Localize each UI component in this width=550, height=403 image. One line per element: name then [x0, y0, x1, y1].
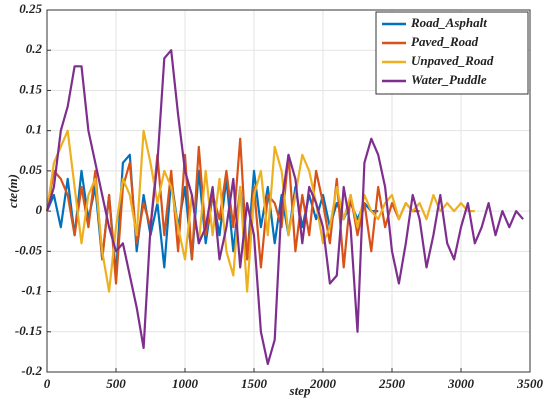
plot-border — [46, 9, 531, 373]
legend-label: Road_Asphalt — [410, 15, 487, 30]
y-tick-label: 0.2 — [26, 41, 43, 56]
y-axis-label: cte(m) — [5, 174, 20, 208]
y-tick-label: 0.25 — [19, 1, 42, 16]
y-tick-label: 0.1 — [26, 122, 42, 137]
y-tick-label: -0.05 — [15, 242, 43, 257]
legend-label: Paved_Road — [411, 34, 479, 49]
x-tick-label: 3500 — [516, 376, 544, 391]
series-line — [45, 137, 420, 285]
y-tick-label: -0.1 — [21, 283, 42, 298]
x-tick-label: 1000 — [172, 376, 199, 391]
x-tick-label: 500 — [106, 376, 126, 391]
y-tick-label: 0.15 — [19, 81, 42, 96]
series-line — [45, 129, 475, 293]
y-tick-label: 0 — [36, 202, 43, 217]
legend-label: Unpaved_Road — [411, 53, 494, 68]
y-tick-label: 0.05 — [19, 162, 42, 177]
y-tick-label: -0.2 — [21, 363, 42, 378]
x-tick-label: 1500 — [241, 376, 268, 391]
x-tick-label: 2000 — [309, 376, 337, 391]
x-tick-label: 3000 — [447, 376, 475, 391]
legend-label: Water_Puddle — [411, 72, 487, 87]
x-tick-label: 2500 — [378, 376, 406, 391]
y-tick-label: -0.15 — [15, 323, 43, 338]
series-line — [45, 49, 524, 366]
x-axis-label: step — [289, 383, 311, 398]
x-tick-label: 0 — [44, 376, 51, 391]
